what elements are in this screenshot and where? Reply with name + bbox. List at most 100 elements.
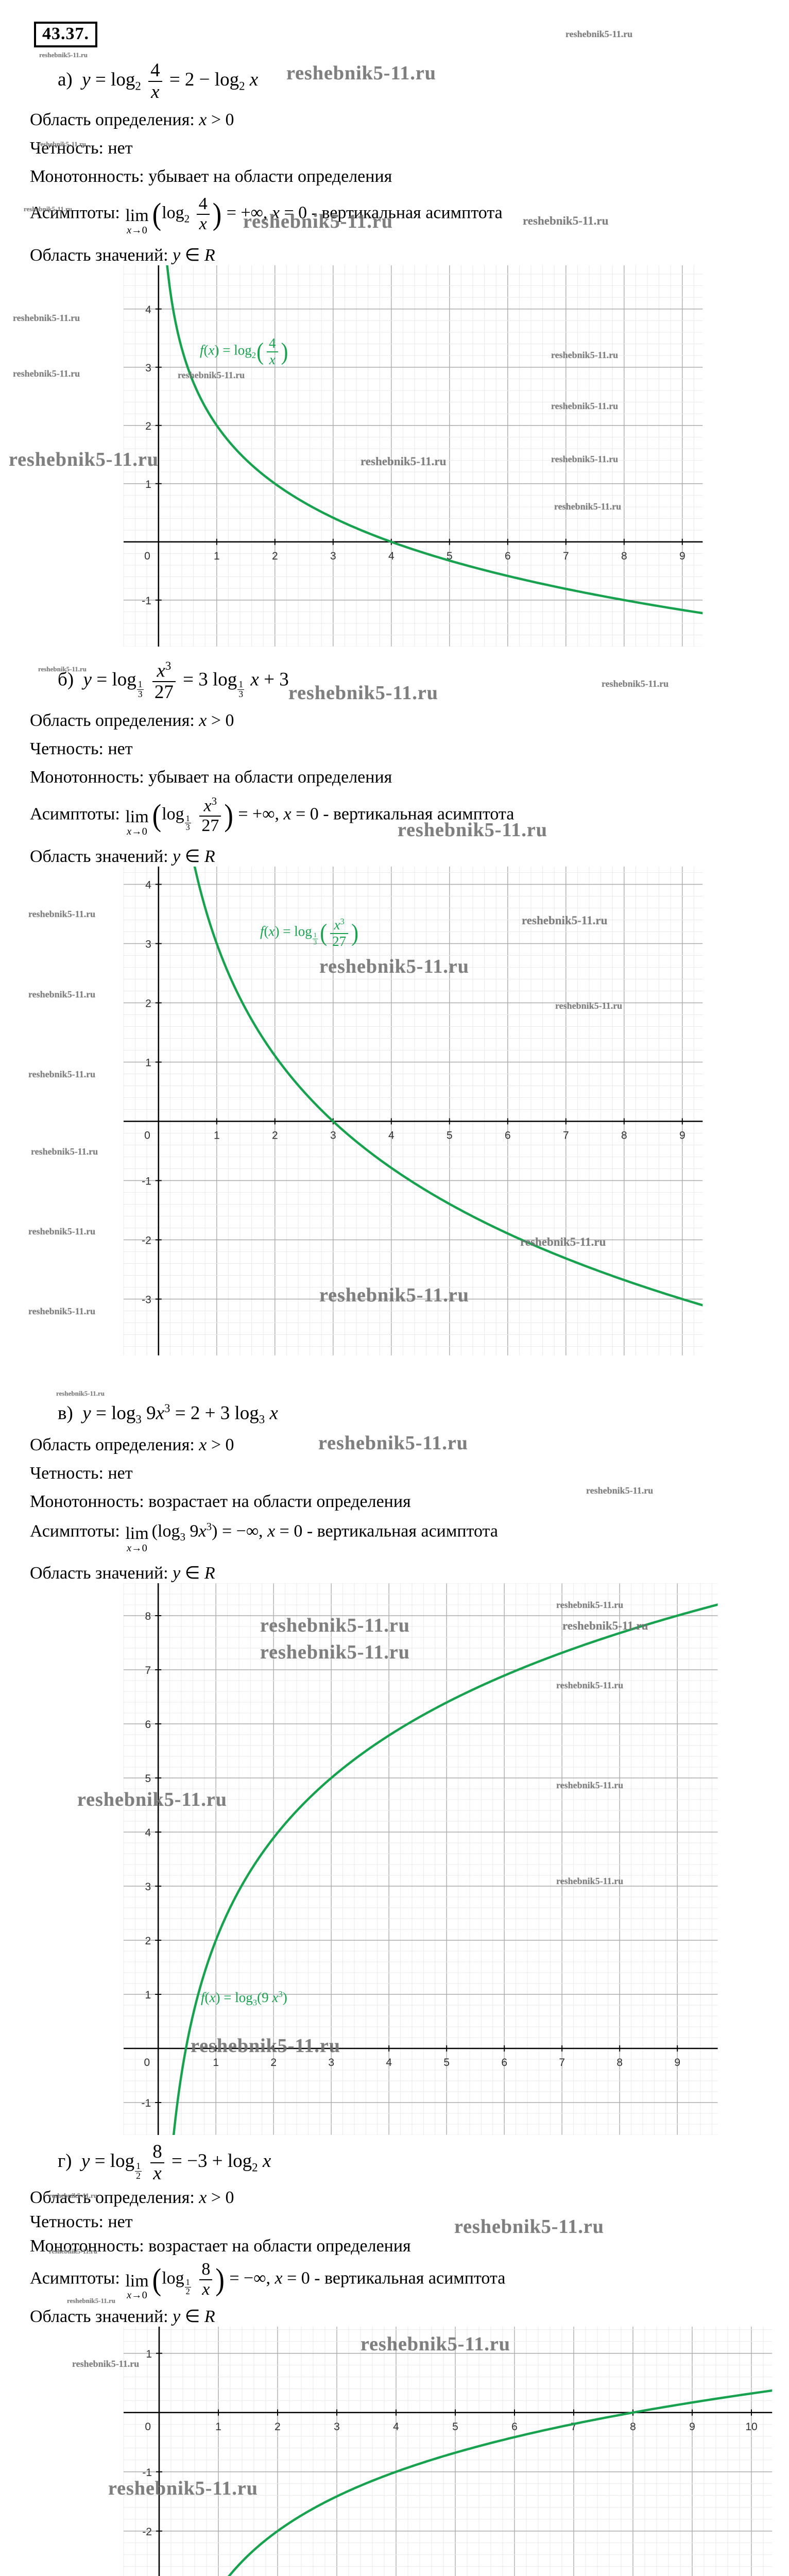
part-b-monotonicity: Монотонность: убывает на области определ… [30,768,392,787]
svg-text:1: 1 [214,550,220,562]
svg-text:5: 5 [452,2420,458,2432]
watermark: reshebnik5-11.ru [565,29,633,39]
svg-text:9: 9 [679,1130,685,1142]
svg-text:6: 6 [505,1130,511,1142]
svg-text:7: 7 [571,2420,577,2432]
part-g-monotonicity: Монотонность: возрастает на области опре… [30,2236,411,2256]
svg-text:-1: -1 [142,1176,151,1188]
svg-text:6: 6 [145,1719,151,1731]
graph-a-function-label: f(x) = log2(4 x) [200,335,288,367]
svg-text:4: 4 [388,550,395,562]
svg-text:2: 2 [270,2057,277,2069]
svg-text:1: 1 [145,1057,151,1069]
svg-text:10: 10 [745,2420,757,2432]
svg-text:2: 2 [145,420,151,432]
svg-text:2: 2 [272,1130,278,1142]
svg-text:2: 2 [275,2420,281,2432]
svg-text:2: 2 [272,550,278,562]
part-v-parity: Четность: нет [30,1463,133,1483]
svg-text:-2: -2 [142,1235,151,1247]
svg-text:1: 1 [215,2420,221,2432]
svg-text:5: 5 [443,2057,450,2069]
svg-text:0: 0 [144,2057,150,2069]
graph-a-svg: 0 1 2 3 4 5 6 7 8 9 -1 1 2 3 4 [123,265,703,647]
part-g-range: Область значений: y ∈ R [30,2307,215,2326]
svg-text:3: 3 [330,1130,336,1142]
part-b-domain: Область определения: x > 0 [30,711,234,731]
svg-text:1: 1 [145,1989,151,2001]
svg-text:6: 6 [505,550,511,562]
graph-b-log-one-third: 0 1 2 3 4 5 6 7 8 9 -3 -2 -1 1 2 3 4 f(x) = log 1 3(x3 27) re… [0,867,789,1355]
svg-text:1: 1 [214,1130,220,1142]
svg-text:0: 0 [144,550,150,562]
svg-text:8: 8 [621,1130,627,1142]
svg-text:2: 2 [145,998,151,1010]
svg-text:8: 8 [145,1611,151,1622]
part-a-asymptote: Асимптоты: lim x→0 (log2 4 x) = +∞, x = 0 -… [30,194,503,236]
svg-text:-2: -2 [142,2526,152,2537]
svg-text:7: 7 [563,550,569,562]
svg-text:7: 7 [559,2057,565,2069]
graph-b-svg: 0 1 2 3 4 5 6 7 8 9 -3 -2 -1 1 2 3 4 [123,867,703,1355]
svg-text:8: 8 [630,2420,636,2432]
svg-text:7: 7 [563,1130,569,1142]
part-b-parity: Четность: нет [30,739,133,759]
svg-text:3: 3 [145,1881,151,1893]
part-g-asymptote: Асимптоты: lim x→0 (log 1 2 8 x) = −∞, x = 0 … [30,2259,506,2301]
svg-text:3: 3 [145,939,151,951]
svg-text:4: 4 [388,1130,395,1142]
svg-text:3: 3 [145,362,151,374]
part-v-asymptote: Асимптоты: lim x→0 (log3 9x3) = −∞, x = 0 … [30,1520,498,1554]
svg-text:-1: -1 [142,2466,152,2478]
svg-text:9: 9 [679,550,685,562]
svg-text:4: 4 [386,2057,392,2069]
svg-text:3: 3 [330,550,336,562]
part-g-domain: Область определения: x > 0 [30,2188,234,2207]
watermark: reshebnik5-11.ru [56,1389,105,1397]
svg-text:3: 3 [334,2420,340,2432]
part-a-monotonicity: Монотонность: убывает на области определ… [30,167,392,187]
graph-v-svg: 0 1 2 3 4 5 6 7 8 9 -1 1 2 3 4 5 6 7 8 [123,1583,718,2136]
part-a-domain: Область определения: x > 0 [30,110,234,130]
svg-text:7: 7 [145,1665,151,1676]
svg-text:1: 1 [146,2348,152,2360]
graph-b-function-label: f(x) = log 1 3(x3 27) [260,917,359,949]
svg-text:0: 0 [144,1130,150,1142]
svg-text:2: 2 [145,1935,151,1947]
watermark: reshebnik5-11.ru [39,51,88,59]
part-a-parity: Четность: нет [30,139,133,158]
svg-text:5: 5 [447,1130,453,1142]
svg-text:9: 9 [689,2420,695,2432]
part-b-asymptote: Асимптоты: lim x→0 (log 1 3 x3 27) = +∞, x = … [30,795,514,837]
part-v-formula: в) y = log3 9x3 = 2 + 3 log3 x [58,1402,278,1426]
svg-text:5: 5 [145,1773,151,1785]
section-b: б) y = log 1 3 x3 27 = 3 log 1 3 x + 3 Област… [0,660,789,867]
part-v-range: Область значений: y ∈ R [30,1564,215,1583]
problem-number: 43.37. [42,24,89,43]
svg-text:4: 4 [145,1827,151,1839]
svg-text:3: 3 [328,2057,334,2069]
svg-text:-1: -1 [142,595,151,607]
svg-text:4: 4 [145,304,151,316]
graph-v-log3-9x3: 0 1 2 3 4 5 6 7 8 9 -1 1 2 3 4 5 6 7 8 f(x) = log3(9 x3) res… [0,1583,789,2136]
part-v-domain: Область определения: x > 0 [30,1435,234,1454]
svg-text:1: 1 [213,2057,219,2069]
part-g-parity: Четность: нет [30,2212,133,2231]
part-b-formula: б) y = log 1 3 x3 27 = 3 log 1 3 x + 3 [58,659,289,703]
section-v: в) y = log3 9x3 = 2 + 3 log3 x Область о… [0,1355,789,1636]
svg-text:6: 6 [501,2057,507,2069]
svg-text:4: 4 [393,2420,399,2432]
svg-text:1: 1 [145,479,151,490]
graph-a-log2-4-over-x: 0 1 2 3 4 5 6 7 8 9 -1 1 2 3 4 f(x) = log2(4 x) reshebnik… [0,265,789,647]
svg-text:0: 0 [145,2420,151,2432]
graph-v-function-label: f(x) = log3(9 x3) [201,1989,287,2008]
svg-text:8: 8 [621,550,627,562]
part-a-range: Область значений: y ∈ R [30,246,215,265]
